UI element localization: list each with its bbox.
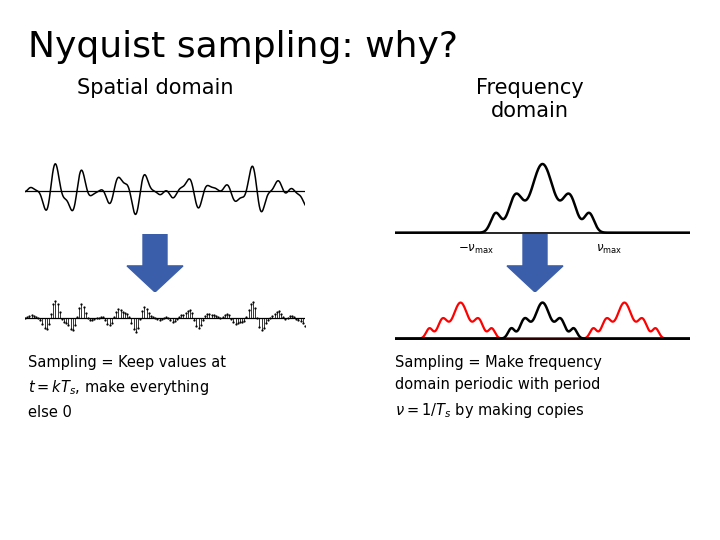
Text: Sampling = Make frequency
domain periodic with period
$\nu = 1/T_s$ by making co: Sampling = Make frequency domain periodi… [395, 355, 602, 420]
Text: Nyquist sampling: why?: Nyquist sampling: why? [28, 30, 458, 64]
Text: $\nu_\mathrm{max}$: $\nu_\mathrm{max}$ [595, 243, 622, 256]
Polygon shape [127, 234, 183, 292]
Polygon shape [507, 234, 563, 292]
Text: Frequency
domain: Frequency domain [476, 78, 584, 121]
Text: $-\nu_\mathrm{max}$: $-\nu_\mathrm{max}$ [458, 243, 494, 256]
Text: Sampling = Keep values at
$t = kT_s$, make everything
else 0: Sampling = Keep values at $t = kT_s$, ma… [28, 355, 226, 420]
Text: Spatial domain: Spatial domain [77, 78, 233, 98]
